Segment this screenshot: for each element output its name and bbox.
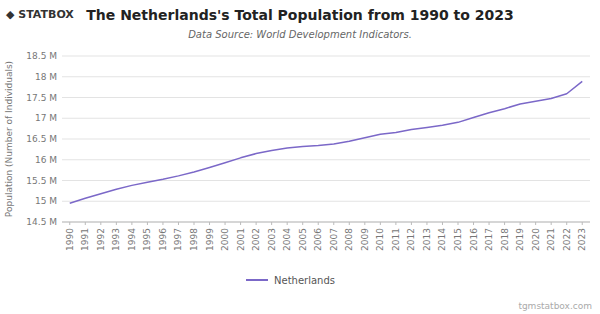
- watermark: tgmstatbox.com: [518, 301, 592, 311]
- x-tick: [411, 222, 412, 225]
- x-tick-label: 2014: [437, 228, 447, 251]
- x-tick: [520, 222, 521, 225]
- x-tick-label: 1998: [189, 228, 199, 251]
- grid-line: [62, 180, 590, 181]
- y-tick-label: 14.5 M: [26, 217, 57, 227]
- x-tick-label: 1996: [158, 228, 168, 251]
- x-tick: [162, 222, 163, 225]
- x-tick: [349, 222, 350, 225]
- x-tick-label: 2010: [375, 228, 385, 251]
- x-tick: [504, 222, 505, 225]
- x-tick: [442, 222, 443, 225]
- x-tick-label: 2020: [531, 228, 541, 251]
- x-tick: [147, 222, 148, 225]
- plot-area: [70, 81, 582, 203]
- x-tick-label: 2021: [546, 228, 556, 251]
- x-tick-label: 1997: [173, 228, 183, 251]
- legend-label: Netherlands: [274, 275, 335, 286]
- grid-line: [62, 139, 590, 140]
- x-tick: [271, 222, 272, 225]
- x-tick: [287, 222, 288, 225]
- x-tick: [473, 222, 474, 225]
- grid-line: [62, 76, 590, 77]
- x-tick-label: 2000: [220, 228, 230, 251]
- x-tick-label: 2006: [313, 228, 323, 251]
- y-tick-label: 17.5 M: [26, 93, 57, 103]
- x-tick-label: 1995: [142, 228, 152, 251]
- grid-line: [62, 56, 590, 57]
- x-tick: [582, 222, 583, 225]
- y-tick-label: 15 M: [35, 196, 57, 206]
- x-tick: [380, 222, 381, 225]
- x-tick: [85, 222, 86, 225]
- grid-line: [62, 118, 590, 119]
- x-tick: [426, 222, 427, 225]
- x-tick: [256, 222, 257, 225]
- x-tick-label: 1999: [205, 228, 215, 251]
- x-axis-line: [62, 222, 590, 223]
- x-tick-label: 2001: [236, 228, 246, 251]
- x-tick-label: 2005: [298, 228, 308, 251]
- y-tick-label: 15.5 M: [26, 176, 57, 186]
- x-tick-label: 2007: [329, 228, 339, 251]
- x-tick: [302, 222, 303, 225]
- x-tick: [364, 222, 365, 225]
- x-tick-label: 2013: [422, 228, 432, 251]
- x-tick: [240, 222, 241, 225]
- x-tick-label: 2002: [251, 228, 261, 251]
- y-tick-label: 16.5 M: [26, 134, 57, 144]
- x-tick-label: 2011: [391, 228, 401, 251]
- legend-swatch: [246, 279, 268, 281]
- x-tick-label: 2015: [453, 228, 463, 251]
- x-tick-label: 2019: [515, 228, 525, 251]
- series-line: [70, 81, 582, 203]
- x-tick-label: 1991: [80, 228, 90, 251]
- x-tick: [209, 222, 210, 225]
- y-tick-label: 18 M: [35, 72, 57, 82]
- x-tick: [225, 222, 226, 225]
- x-tick-label: 2022: [562, 228, 572, 251]
- grid-line: [62, 97, 590, 98]
- y-tick-label: 17 M: [35, 113, 57, 123]
- x-tick-label: 2012: [406, 228, 416, 251]
- legend: Netherlands: [246, 275, 335, 286]
- x-tick-label: 2017: [484, 228, 494, 251]
- x-tick: [458, 222, 459, 225]
- x-tick: [100, 222, 101, 225]
- x-tick-label: 2018: [500, 228, 510, 251]
- x-tick-label: 1994: [127, 228, 137, 251]
- y-tick-label: 18.5 M: [26, 51, 57, 61]
- x-tick: [116, 222, 117, 225]
- x-tick-label: 2003: [267, 228, 277, 251]
- x-tick-label: 2008: [344, 228, 354, 251]
- x-tick-label: 1990: [65, 228, 75, 251]
- chart: 14.5 M 15 M 15.5 M 16 M 16.5 M 17 M 17.5 M 18 M…: [0, 0, 600, 314]
- x-tick: [395, 222, 396, 225]
- x-tick-label: 1992: [96, 228, 106, 251]
- grid: [62, 56, 590, 222]
- x-tick: [333, 222, 334, 225]
- x-tick: [489, 222, 490, 225]
- y-tick-label: 16 M: [35, 155, 57, 165]
- x-tick: [318, 222, 319, 225]
- x-tick: [131, 222, 132, 225]
- title: The Netherlands's Total Population from …: [86, 7, 513, 23]
- y-axis-label: Population (Number of Individuals): [4, 61, 14, 217]
- x-tick: [69, 222, 70, 225]
- x-tick: [566, 222, 567, 225]
- x-tick: [194, 222, 195, 225]
- x-tick: [178, 222, 179, 225]
- x-tick-label: 2023: [577, 228, 587, 251]
- x-tick: [535, 222, 536, 225]
- grid-line: [62, 159, 590, 160]
- x-tick-label: 2016: [469, 228, 479, 251]
- x-tick-label: 2004: [282, 228, 292, 251]
- logo: ◆ STATBOX: [6, 8, 74, 21]
- subtitle: Data Source: World Development Indicator…: [188, 29, 412, 40]
- grid-line: [62, 222, 590, 223]
- x-tick-label: 2009: [360, 228, 370, 251]
- x-tick-label: 1993: [111, 228, 121, 251]
- x-tick: [551, 222, 552, 225]
- grid-line: [62, 201, 590, 202]
